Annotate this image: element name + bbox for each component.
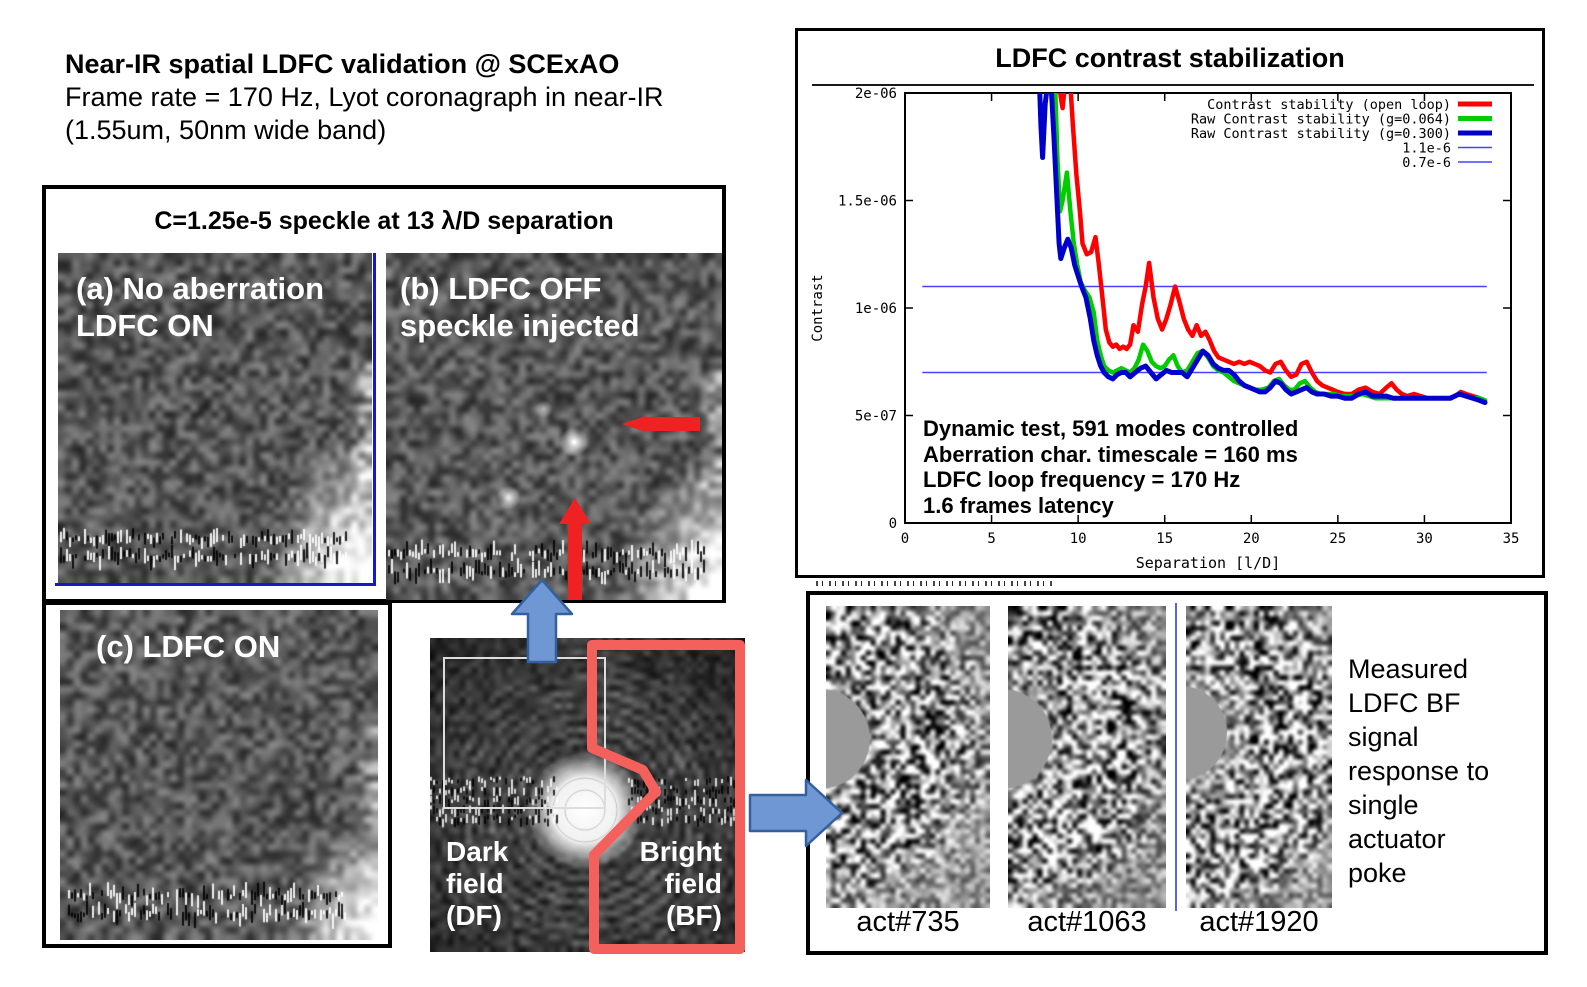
chart-annotation-line4: 1.6 frames latency [923,492,1114,518]
svg-text:2e-06: 2e-06 [855,86,897,102]
caption-line5: single [1348,790,1419,820]
bright-field-line1: Bright [639,836,722,867]
svg-text:Contrast: Contrast [810,274,826,341]
right-arrow-icon [748,778,844,848]
red-arrow-left-tail [646,417,700,431]
caption-line7: poke [1348,858,1407,888]
svg-text:25: 25 [1329,531,1346,547]
chart-title-underline [812,84,1534,86]
red-arrow-up-icon [559,498,591,524]
caption-line1: Measured [1348,654,1469,684]
dark-field-rect [443,657,606,809]
image-a-label-line1: (a) No aberration [76,271,325,306]
image-a-label-line2: LDFC ON [76,308,214,343]
chart-title: LDFC contrast stabilization [995,43,1345,73]
svg-text:Separation [l/D]: Separation [l/D] [1136,554,1281,572]
blue-underline-image-a [55,583,376,586]
speckle-image-a [58,253,372,583]
dark-field-label: Dark field (DF) [446,836,508,932]
svg-text:30: 30 [1416,531,1433,547]
svg-text:1.1e-6: 1.1e-6 [1402,141,1451,157]
chart-annotation: Dynamic test, 591 modes controlled Aberr… [923,416,1298,518]
red-arrow-left-icon [622,416,646,432]
svg-text:5e-07: 5e-07 [855,409,897,425]
speckle-image-c [60,610,378,940]
act-1920-label: act#1920 [1199,906,1319,938]
image-b-label-line1: (b) LDFC OFF [400,271,602,306]
response-divider [1175,603,1177,911]
svg-text:Raw Contrast stability (g=0.30: Raw Contrast stability (g=0.300) [1191,126,1451,142]
svg-text:5: 5 [987,531,995,547]
image-b-label: (b) LDFC OFF speckle injected [400,270,640,344]
svg-text:15: 15 [1156,531,1173,547]
slide-title: Near-IR spatial LDFC validation @ SCExAO [65,49,620,79]
svg-text:10: 10 [1070,531,1087,547]
image-c-label-line1: (c) LDFC ON [96,629,281,664]
chart-panel: LDFC contrast stabilization [795,28,1545,578]
up-arrow-icon [510,578,574,664]
right-arrow-shape [748,778,844,848]
clipped-text-artifact [816,581,1056,586]
contrast-chart: 0 5 10 15 20 25 30 35 0 5e-07 1e-06 1.5e-06 2e-06 Con… [810,86,1520,572]
slide-title-block: Near-IR spatial LDFC validation @ SCExAO… [65,48,664,147]
svg-text:20: 20 [1243,531,1260,547]
svg-text:1e-06: 1e-06 [855,301,897,317]
caption-line2: LDFC BF [1348,688,1461,718]
dark-field-line2: field [446,868,504,899]
caption-line3: signal [1348,722,1419,752]
svg-text:35: 35 [1503,531,1520,547]
bright-field-label: Bright field (BF) [620,836,722,932]
chart-annotation-line2: Aberration char. timescale = 160 ms [923,441,1298,467]
speckle-panel-header: C=1.25e-5 speckle at 13 λ/D separation [154,207,614,235]
svg-text:0: 0 [901,531,909,547]
image-a-label: (a) No aberration LDFC ON [76,270,324,344]
act-735-image [826,606,990,908]
red-arrow-up-tail [568,524,582,600]
bright-field-line3: (BF) [666,900,722,931]
act-1063-image [1008,606,1166,908]
bf-outline-path [587,640,745,954]
slide-subtitle-1: Frame rate = 170 Hz, Lyot coronagraph in… [65,82,664,112]
act-1063-label: act#1063 [1027,906,1147,938]
caption-line6: actuator [1348,824,1446,854]
image-b-label-line2: speckle injected [400,308,640,343]
blue-divider-vertical [373,253,376,583]
up-arrow-shape [510,578,574,664]
svg-text:Contrast stability (open loop): Contrast stability (open loop) [1207,97,1451,113]
svg-text:0: 0 [889,516,897,532]
svg-text:Raw Contrast stability (g=0.06: Raw Contrast stability (g=0.064) [1191,112,1451,128]
dark-field-line3: (DF) [446,900,502,931]
response-caption: Measured LDFC BF signal response to sing… [1348,652,1538,890]
chart-annotation-line1: Dynamic test, 591 modes controlled [923,416,1299,441]
bright-field-line2: field [664,868,722,899]
svg-text:0.7e-6: 0.7e-6 [1402,155,1451,171]
speckle-arrows [559,416,700,600]
bright-field-outline [587,640,745,954]
image-c-label: (c) LDFC ON [96,628,280,665]
act-1920-image [1186,606,1332,908]
svg-text:1.5e-06: 1.5e-06 [838,194,897,210]
caption-line4: response to [1348,756,1490,786]
dark-field-line1: Dark [446,836,509,867]
chart-annotation-line3: LDFC loop frequency = 170 Hz [923,467,1241,492]
act-735-label: act#735 [856,906,960,938]
slide-subtitle-2: (1.55um, 50nm wide band) [65,115,387,145]
